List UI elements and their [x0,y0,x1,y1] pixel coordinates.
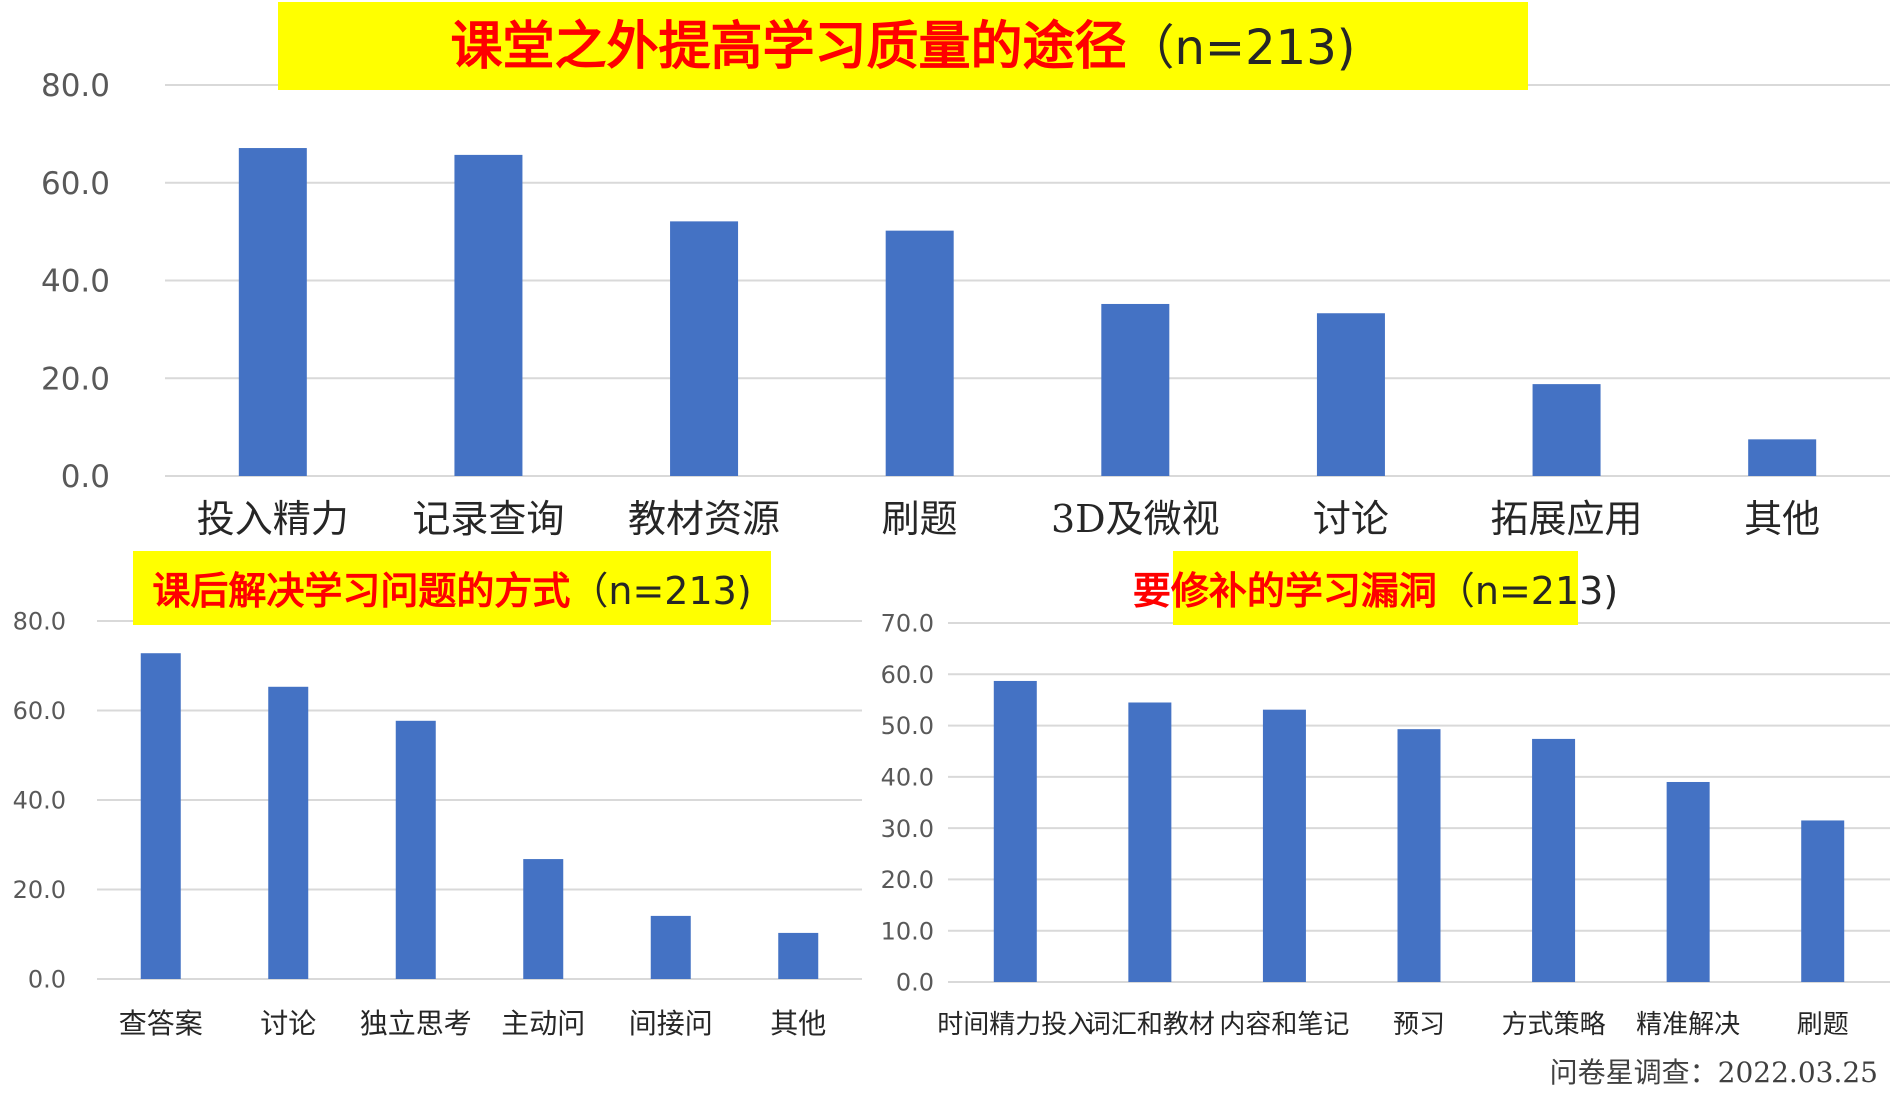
bar [395,720,436,979]
category-label: 主动问 [501,1007,585,1040]
y-tick-label: 0.0 [61,459,110,495]
y-tick-label: 80.0 [41,68,110,104]
bar [650,915,691,979]
y-tick-label: 0.0 [28,966,66,994]
chart-learning-quality: 0.0 20.0 40.0 60.0 80.0 投入精力 记录查询 教材资源 刷题 3D及微视 讨论… [41,2,1890,541]
category-label: 查答案 [119,1007,203,1040]
y-tick-label: 50.0 [881,712,934,740]
y-tick-label: 60.0 [881,661,934,689]
bar [1262,709,1306,982]
category-label: 内容和笔记 [1219,1010,1349,1040]
category-label: 预习 [1393,1010,1445,1040]
chart-title: 要修补的学习漏洞（n=213) [1133,569,1618,613]
category-label: 刷题 [1797,1010,1849,1040]
category-label: 投入精力 [197,497,349,541]
chart-title-banner [1173,551,1578,625]
bar [1316,313,1385,476]
chart-title-sample-size: （n=213) [1437,569,1618,613]
category-label: 方式策略 [1502,1010,1606,1040]
category-label: 精准解决 [1636,1010,1740,1040]
bar [993,680,1037,982]
category-label: 其他 [1744,497,1820,541]
bar [140,653,181,979]
category-label: 3D及微视 [1051,497,1220,541]
category-label: 词汇和教材 [1085,1010,1215,1040]
y-tick-label: 70.0 [881,610,934,638]
bar [1666,781,1710,982]
y-tick-label: 20.0 [41,361,110,397]
category-label: 时间精力投入 [937,1010,1093,1040]
chart-title-sample-size: （n=213) [570,569,751,613]
y-tick-label: 20.0 [13,876,66,904]
bar [1128,702,1172,982]
y-tick-label: 80.0 [13,608,66,636]
category-label: 拓展应用 [1491,497,1643,541]
y-tick-label: 60.0 [41,166,110,202]
bar [1532,738,1576,982]
bar [1801,820,1845,982]
bar [454,154,523,477]
category-label: 教材资源 [628,497,780,541]
y-tick-label: 10.0 [881,917,934,945]
chart-title-banner [133,551,771,625]
category-label: 间接问 [629,1007,713,1040]
chart-problem-solving: 0.0 20.0 40.0 60.0 80.0 查答案 讨论 独立思考 主动问 间接问 其他 课后解决… [13,551,862,1040]
y-tick-label: 20.0 [881,866,934,894]
source-note: 问卷星调查：2022.03.25 [1550,1056,1878,1089]
category-label: 讨论 [1313,497,1389,541]
bar [885,230,954,476]
y-tick-label: 40.0 [13,787,66,815]
bar [1101,303,1170,476]
chart-title: 课后解决学习问题的方式（n=213) [152,569,751,613]
y-tick-label: 40.0 [41,264,110,300]
bar [238,148,307,476]
category-label: 其他 [770,1007,826,1040]
y-tick-label: 60.0 [13,697,66,725]
chart-title-sample-size: （n=213) [1127,20,1356,76]
y-tick-label: 0.0 [896,969,934,997]
bar [1748,439,1817,476]
chart-title-banner [278,2,1528,90]
bar [778,932,819,979]
chart-title-main: 课后解决学习问题的方式 [152,569,570,613]
bar [1397,729,1441,982]
bar [1532,384,1601,476]
category-label: 独立思考 [360,1007,472,1040]
category-label: 刷题 [882,497,958,541]
chart-title-main: 课堂之外提高学习质量的途径 [450,17,1126,77]
chart-learning-gaps: 0.0 10.0 20.0 30.0 40.0 50.0 60.0 70.0 时间精力投入词汇和… [881,551,1890,1040]
bar [523,859,564,979]
chart-title: 课堂之外提高学习质量的途径（n=213) [450,17,1355,77]
category-label: 讨论 [260,1007,316,1040]
category-label: 记录查询 [412,497,564,541]
bar [268,686,309,979]
y-tick-label: 30.0 [881,815,934,843]
chart-title-main: 要修补的学习漏洞 [1133,569,1437,613]
bar [670,221,739,476]
y-tick-label: 40.0 [881,763,934,791]
